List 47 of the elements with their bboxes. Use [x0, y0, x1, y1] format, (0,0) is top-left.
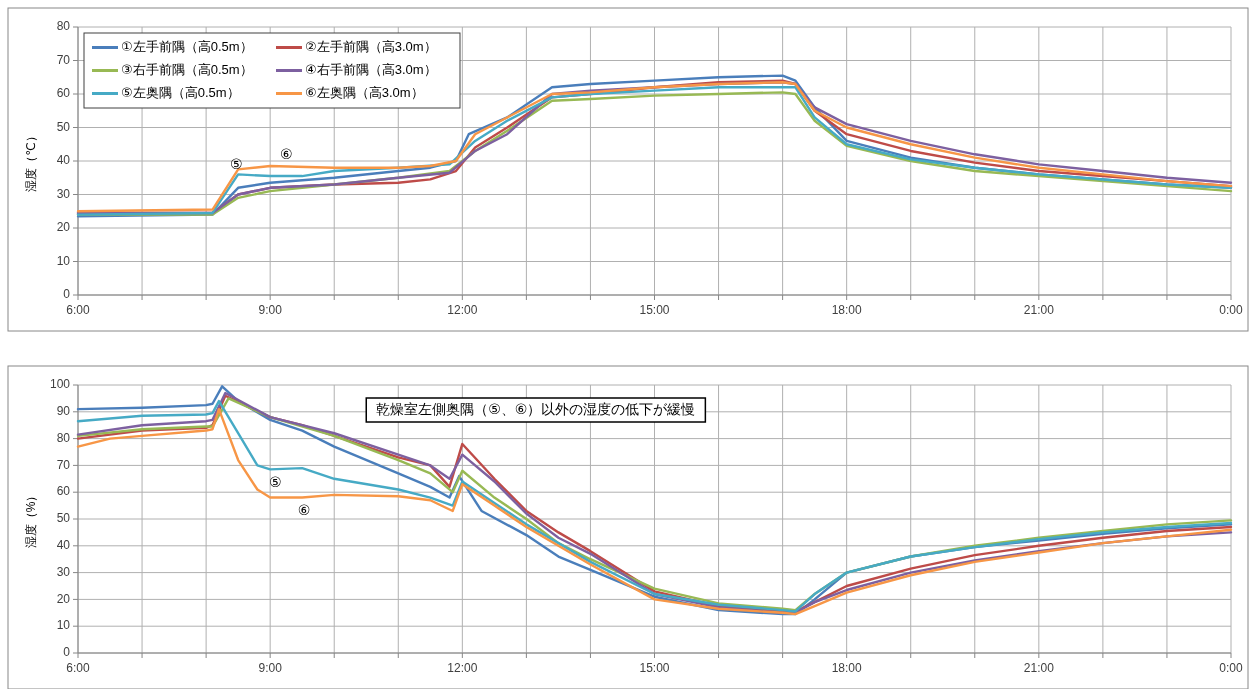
x-tick-label: 6:00: [66, 661, 90, 676]
y-axis-title: 湿度（℃）: [24, 130, 39, 192]
x-tick-label: 15:00: [639, 661, 670, 676]
legend-label: ⑤左奥隅（高0.5m）: [121, 84, 240, 100]
annotation: ⑥: [297, 502, 311, 519]
x-tick-label: 0:00: [1219, 303, 1243, 318]
x-tick-label: 12:00: [447, 303, 478, 318]
y-tick-label: 50: [56, 511, 71, 526]
y-tick-label: 70: [56, 457, 71, 472]
x-tick-label: 0:00: [1219, 661, 1243, 676]
y-tick-label: 10: [56, 253, 71, 268]
y-tick-label: 60: [56, 86, 71, 101]
x-tick-label: 9:00: [258, 303, 283, 318]
y-tick-label: 30: [56, 564, 71, 579]
annotation: 乾燥室左側奥隅（⑤、⑥）以外の湿度の低下が緩慢: [376, 400, 696, 417]
legend-label: ⑥左奥隅（高3.0m）: [305, 84, 424, 100]
x-tick-label: 6:00: [66, 303, 90, 318]
annotation: ⑥: [279, 145, 293, 162]
y-tick-label: 50: [56, 119, 71, 134]
y-tick-label: 20: [56, 591, 71, 606]
x-tick-label: 15:00: [639, 303, 670, 318]
y-axis-title: 湿度（%）: [24, 489, 39, 549]
legend-label: ③右手前隅（高0.5m）: [121, 61, 253, 77]
y-tick-label: 60: [56, 484, 71, 499]
y-tick-label: 40: [56, 537, 71, 552]
legend-label: ④右手前隅（高3.0m）: [305, 61, 437, 77]
y-tick-label: 20: [56, 220, 71, 235]
x-tick-label: 12:00: [447, 661, 478, 676]
x-tick-label: 21:00: [1023, 661, 1055, 676]
x-tick-label: 18:00: [831, 303, 863, 318]
y-tick-label: 70: [56, 52, 71, 67]
y-tick-label: 80: [56, 19, 71, 34]
annotation: ⑤: [229, 155, 243, 172]
legend-label: ②左手前隅（高3.0m）: [305, 38, 437, 54]
y-tick-label: 0: [63, 645, 71, 660]
y-tick-label: 10: [56, 618, 71, 633]
annotation: ⑤: [269, 474, 282, 491]
y-tick-label: 90: [56, 403, 71, 418]
y-tick-label: 40: [56, 153, 71, 168]
x-tick-label: 21:00: [1023, 303, 1055, 318]
y-tick-label: 0: [63, 287, 71, 302]
x-tick-label: 9:00: [258, 661, 283, 676]
y-tick-label: 30: [56, 186, 71, 201]
y-tick-label: 100: [49, 377, 71, 392]
x-tick-label: 18:00: [831, 661, 863, 676]
legend-label: ①左手前隅（高0.5m）: [121, 38, 253, 54]
y-tick-label: 80: [56, 430, 71, 445]
